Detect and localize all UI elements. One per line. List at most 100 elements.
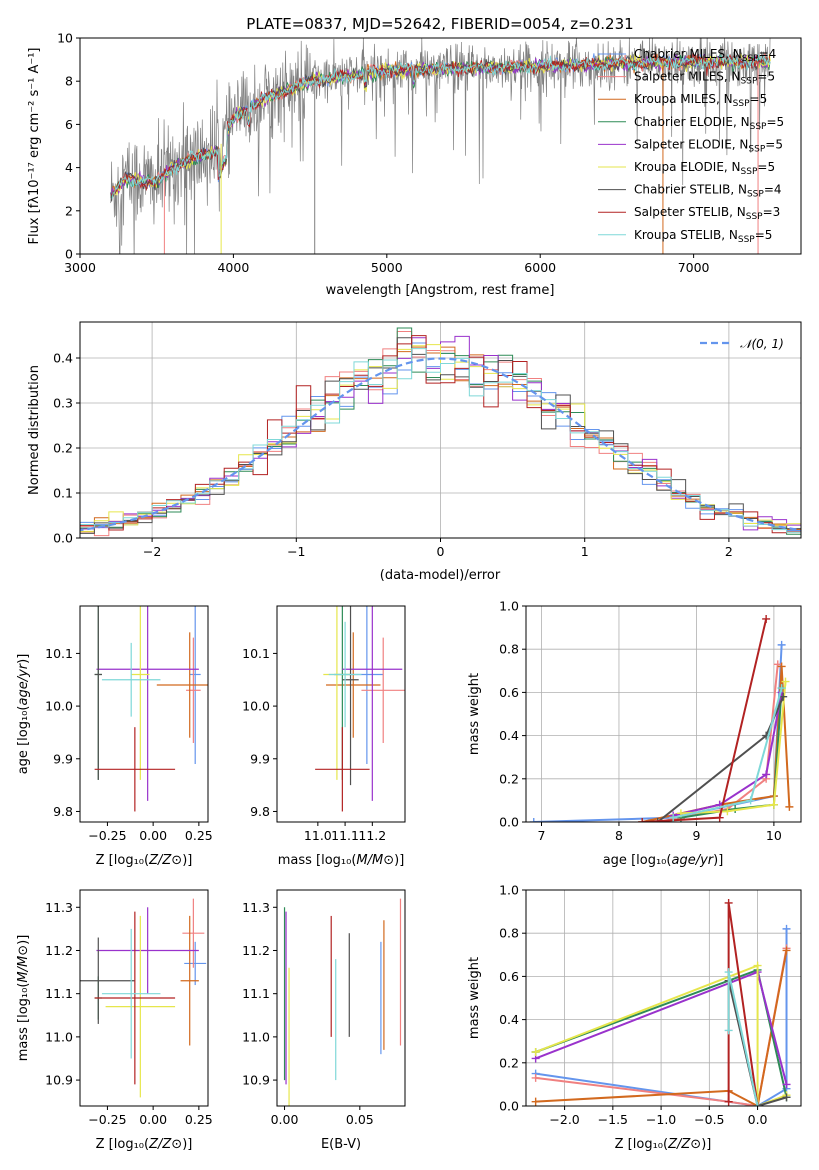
plot-area (110, 38, 771, 254)
axes-frame (79, 889, 209, 1107)
weight-line-kroupa_elodie (680, 681, 787, 815)
weight-marker-chabrier_miles (777, 640, 786, 649)
y-tick-label: 0.2 (499, 1055, 519, 1070)
y-axis-label: age [log₁₀(age/yr)] (16, 654, 31, 775)
weight-marker-kroupa_miles (531, 1097, 540, 1106)
x-tick-label: 0.0 (748, 1112, 768, 1127)
axes-weight_vs_age: 7 8 9 10 0.0 0.2 0.4 0.6 0.8 1.0 (499, 599, 802, 843)
x-axis-label: Z [log₁₀(Z/Z⊙)] (96, 1137, 193, 1152)
normal-distribution-curve (80, 357, 801, 532)
y-tick-label: 4 (65, 160, 73, 175)
axes-weight_vs_Z: −2.0 −1.5 −1.0 −0.5 0.0 0.0 0.2 0.4 0.6 0.8 1.0 (499, 883, 802, 1127)
y-axis-label: mass weight (467, 673, 482, 755)
weight-marker-salpeter_elodie (762, 770, 771, 779)
x-tick-label: 0.25 (185, 828, 213, 843)
axes-mass_vs_Z: −0.25 0.00 0.25 10.9 11.0 11.1 11.2 11.3 (45, 889, 213, 1127)
y-tick-label: 10.9 (45, 1073, 73, 1088)
y-axis-label: mass [log₁₀(M/M⊙)] (16, 935, 31, 1062)
weight-marker-salpeter_miles (531, 1073, 540, 1082)
y-tick-label: 0.6 (499, 685, 519, 700)
x-tick-label: 4000 (217, 260, 249, 275)
x-tick-label: 7000 (678, 260, 710, 275)
x-axis-label: wavelength [Angstrom, rest frame] (326, 283, 555, 298)
weight-marker-kroupa_elodie (753, 961, 762, 970)
x-tick-label: −0.25 (88, 1112, 126, 1127)
plot-area (80, 327, 801, 538)
weight-marker-chabrier_stelib (653, 818, 662, 822)
plot-area (529, 614, 794, 822)
legend-label-chabrier_miles: Chabrier MILES, NSSP=4 (634, 47, 776, 64)
weight-marker-kroupa_stelib (777, 684, 786, 693)
x-axis-label: E(B-V) (321, 1137, 361, 1152)
y-tick-label: 6 (65, 117, 73, 132)
legend-label-kroupa_elodie: Kroupa ELODIE, NSSP=5 (634, 160, 775, 177)
weight-line-chabrier_miles (535, 928, 788, 1106)
x-tick-label: 2 (725, 544, 733, 559)
weight-marker-kroupa_miles (777, 662, 786, 671)
x-tick-label: 0 (437, 544, 445, 559)
weight-marker-kroupa_stelib (724, 968, 733, 977)
legend-label-gaussian: 𝒩(0, 1) (740, 337, 784, 351)
x-axis-label: Z [log₁₀(Z/Z⊙)] (96, 853, 193, 868)
weight-marker-kroupa_stelib (746, 796, 755, 805)
weight-marker-salpeter_stelib (638, 818, 647, 822)
weight-line-kroupa_stelib (727, 971, 759, 1106)
y-tick-label: 11.0 (242, 1029, 270, 1044)
weight-marker-kroupa_stelib (669, 813, 678, 822)
y-tick-label: 10.1 (242, 646, 270, 661)
axes-frame (79, 37, 802, 255)
y-tick-label: 9.9 (250, 751, 270, 766)
legend-label-chabrier_stelib: Chabrier STELIB, NSSP=4 (634, 183, 782, 200)
weight-line-chabrier_stelib (727, 980, 787, 1106)
weight-marker-kroupa_elodie (781, 677, 790, 686)
y-tick-label: 10.9 (242, 1073, 270, 1088)
legend-label-kroupa_miles: Kroupa MILES, NSSP=5 (634, 92, 767, 109)
x-tick-label: −1 (287, 544, 305, 559)
y-tick-label: 0.1 (53, 486, 73, 501)
axes-frame (79, 605, 209, 823)
axes-spectrum: 3000 4000 5000 6000 7000 0 2 4 6 8 10 (57, 31, 802, 275)
x-tick-label: 0.00 (139, 828, 167, 843)
legend-label-kroupa_stelib: Kroupa STELIB, NSSP=5 (634, 228, 772, 245)
y-tick-label: 1.0 (499, 883, 519, 898)
y-tick-label: 0 (65, 247, 73, 262)
x-tick-label: 0.00 (271, 1112, 299, 1127)
legend-residuals: 𝒩(0, 1) (700, 337, 784, 351)
y-tick-label: 11.3 (45, 900, 73, 915)
y-tick-label: 0.0 (499, 815, 519, 830)
weight-marker-kroupa_elodie (769, 800, 778, 809)
axes-age_vs_mass: 11.0 11.1 11.2 9.8 9.9 10.0 10.1 (242, 605, 406, 843)
y-tick-label: 0.8 (499, 926, 519, 941)
legend-label-salpeter_stelib: Salpeter STELIB, NSSP=3 (634, 205, 780, 222)
y-tick-label: 1.0 (499, 599, 519, 614)
weight-marker-chabrier_miles (782, 924, 791, 933)
x-tick-label: 11.2 (358, 828, 386, 843)
y-tick-label: 11.3 (242, 900, 270, 915)
x-tick-label: 1 (581, 544, 589, 559)
x-axis-label: age [log₁₀(age/yr)] (603, 853, 724, 868)
y-tick-label: 11.2 (45, 943, 73, 958)
x-tick-label: 0.00 (139, 1112, 167, 1127)
weight-marker-kroupa_elodie (723, 807, 732, 816)
axes-frame (525, 889, 802, 1107)
weight-marker-kroupa_miles (782, 946, 791, 955)
y-tick-label: 11.2 (242, 943, 270, 958)
x-tick-label: 10 (766, 828, 782, 843)
axes-mass_vs_ebv: 0.00 0.05 10.9 11.0 11.1 11.2 11.3 (242, 889, 406, 1127)
y-tick-label: 8 (65, 74, 73, 89)
x-tick-label: 9 (692, 828, 700, 843)
x-tick-label: 3000 (64, 260, 96, 275)
plot-area (283, 898, 402, 1106)
y-tick-label: 10 (57, 31, 73, 46)
y-tick-label: 0.8 (499, 642, 519, 657)
axes-residuals: −2 −1 0 1 2 0.0 0.1 0.2 0.3 0.4 (53, 321, 802, 559)
figure-title: PLATE=0837, MJD=52642, FIBERID=0054, z=0… (246, 15, 633, 33)
weight-marker-salpeter_stelib (724, 1097, 733, 1106)
y-tick-label: 11.1 (45, 986, 73, 1001)
y-tick-label: 0.6 (499, 969, 519, 984)
y-tick-label: 10.0 (242, 699, 270, 714)
axes-age_vs_Z: −0.25 0.00 0.25 9.8 9.9 10.0 10.1 (45, 605, 213, 843)
plot-area (94, 606, 208, 812)
x-axis-label: mass [log₁₀(M/M⊙)] (278, 853, 405, 868)
